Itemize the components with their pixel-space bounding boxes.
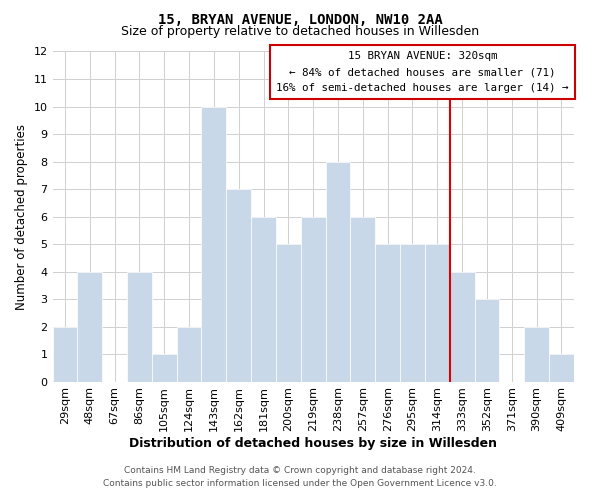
Bar	[326, 162, 350, 382]
Bar	[276, 244, 301, 382]
Bar	[77, 272, 102, 382]
Bar	[450, 272, 475, 382]
Bar	[251, 216, 276, 382]
Title: 15, BRYAN AVENUE, LONDON, NW10 2AA
Size of property relative to detached houses : 15, BRYAN AVENUE, LONDON, NW10 2AA Size …	[0, 499, 1, 500]
Bar	[176, 326, 202, 382]
Bar	[549, 354, 574, 382]
Bar	[202, 106, 226, 382]
Bar	[152, 354, 176, 382]
Bar	[301, 216, 326, 382]
Text: Size of property relative to detached houses in Willesden: Size of property relative to detached ho…	[121, 25, 479, 38]
Bar	[425, 244, 450, 382]
X-axis label: Distribution of detached houses by size in Willesden: Distribution of detached houses by size …	[129, 437, 497, 450]
Bar	[226, 189, 251, 382]
Bar	[475, 299, 499, 382]
Bar	[350, 216, 375, 382]
Bar	[400, 244, 425, 382]
Bar	[375, 244, 400, 382]
Text: Contains HM Land Registry data © Crown copyright and database right 2024.
Contai: Contains HM Land Registry data © Crown c…	[103, 466, 497, 487]
Bar	[524, 326, 549, 382]
Text: 15, BRYAN AVENUE, LONDON, NW10 2AA: 15, BRYAN AVENUE, LONDON, NW10 2AA	[158, 12, 442, 26]
Text: 15 BRYAN AVENUE: 320sqm
← 84% of detached houses are smaller (71)
16% of semi-de: 15 BRYAN AVENUE: 320sqm ← 84% of detache…	[276, 52, 569, 92]
Y-axis label: Number of detached properties: Number of detached properties	[15, 124, 28, 310]
Bar	[127, 272, 152, 382]
Bar	[53, 326, 77, 382]
